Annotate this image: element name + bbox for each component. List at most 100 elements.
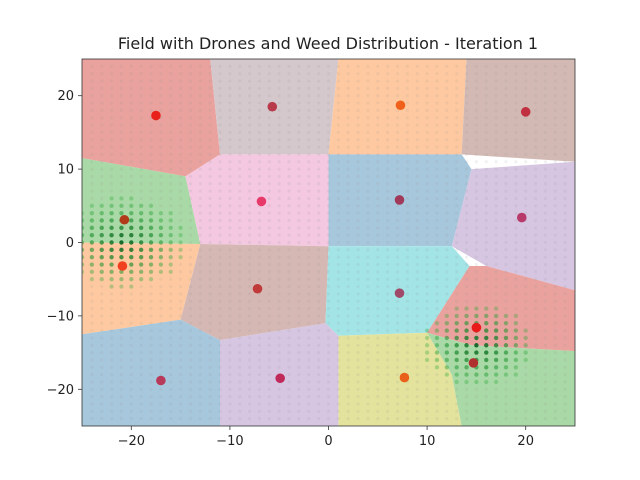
background-dot	[257, 145, 262, 149]
background-dot	[208, 351, 212, 355]
background-dot	[445, 94, 449, 98]
background-dot	[376, 72, 380, 76]
background-dot	[366, 196, 370, 201]
background-dot	[90, 152, 94, 157]
background-dot	[484, 380, 488, 384]
background-dot	[494, 226, 498, 230]
background-dot	[228, 145, 232, 149]
background-dot	[90, 123, 94, 127]
background-dot	[494, 174, 498, 179]
background-dot	[474, 380, 478, 384]
weed-point	[454, 335, 459, 341]
background-dot	[395, 306, 400, 311]
background-dot	[464, 270, 469, 274]
background-dot	[405, 314, 409, 318]
weed-point	[138, 232, 144, 238]
background-dot	[307, 86, 311, 90]
background-dot	[553, 328, 557, 333]
weed-point	[464, 321, 469, 326]
background-dot	[159, 284, 163, 289]
background-dot	[267, 167, 271, 171]
background-dot	[159, 189, 163, 193]
weed-point	[454, 306, 459, 311]
background-dot	[494, 86, 498, 90]
background-dot	[395, 417, 400, 421]
background-dot	[267, 262, 271, 267]
background-dot	[346, 248, 350, 252]
background-dot	[307, 189, 311, 193]
background-dot	[346, 417, 350, 421]
background-dot	[109, 204, 114, 208]
background-dot	[287, 72, 291, 76]
background-dot	[474, 101, 478, 105]
background-dot	[169, 373, 173, 377]
background-dot	[524, 116, 528, 120]
background-dot	[248, 72, 252, 76]
background-dot	[248, 402, 252, 406]
background-dot	[366, 211, 370, 215]
weed-point	[109, 232, 114, 238]
background-dot	[208, 211, 212, 215]
background-dot	[119, 101, 124, 105]
background-dot	[494, 64, 498, 68]
background-dot	[336, 145, 340, 149]
background-dot	[474, 72, 478, 76]
background-dot	[524, 358, 528, 362]
background-dot	[464, 306, 469, 311]
background-dot	[109, 72, 114, 76]
background-dot	[179, 277, 183, 281]
background-dot	[257, 79, 262, 83]
background-dot	[395, 336, 400, 340]
background-dot	[386, 174, 390, 179]
background-dot	[297, 226, 301, 230]
background-dot	[149, 218, 153, 223]
weed-point	[89, 262, 95, 267]
weed-point	[109, 210, 114, 216]
background-dot	[188, 336, 193, 340]
background-dot	[356, 182, 360, 186]
background-dot	[524, 314, 528, 318]
background-dot	[90, 211, 94, 215]
background-dot	[376, 94, 380, 98]
background-dot	[326, 204, 331, 208]
background-dot	[395, 174, 400, 179]
background-dot	[346, 174, 350, 179]
background-dot	[159, 409, 163, 413]
background-dot	[109, 284, 114, 289]
weed-point	[109, 240, 114, 245]
background-dot	[317, 72, 321, 76]
background-dot	[119, 336, 124, 340]
weed-point	[99, 218, 104, 223]
background-dot	[119, 86, 124, 90]
background-dot	[425, 343, 429, 347]
background-dot	[109, 336, 114, 340]
weed-point	[444, 321, 450, 326]
background-dot	[277, 336, 281, 340]
weed-point	[119, 225, 124, 231]
background-dot	[169, 152, 173, 157]
background-dot	[287, 387, 291, 391]
background-dot	[267, 130, 271, 134]
background-dot	[248, 218, 252, 223]
background-dot	[563, 138, 567, 142]
background-dot	[198, 270, 202, 274]
background-dot	[277, 277, 281, 281]
background-dot	[179, 138, 183, 142]
background-dot	[267, 292, 271, 296]
background-dot	[533, 174, 538, 179]
background-dot	[267, 373, 271, 377]
background-dot	[297, 86, 301, 90]
background-dot	[90, 189, 94, 193]
weed-point	[148, 277, 154, 282]
background-dot	[366, 72, 370, 76]
background-dot	[267, 196, 271, 201]
background-dot	[563, 248, 567, 252]
background-dot	[425, 196, 429, 201]
background-dot	[218, 358, 222, 362]
background-dot	[139, 167, 143, 171]
background-dot	[159, 79, 163, 83]
background-dot	[366, 240, 370, 245]
background-dot	[376, 373, 380, 377]
background-dot	[553, 402, 557, 406]
background-dot	[563, 284, 567, 289]
